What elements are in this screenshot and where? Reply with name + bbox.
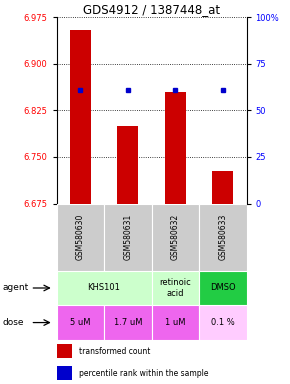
Bar	[57, 366, 72, 381]
Bar	[104, 204, 151, 271]
Bar	[57, 271, 151, 305]
Title: GDS4912 / 1387448_at: GDS4912 / 1387448_at	[83, 3, 220, 16]
Text: dose: dose	[3, 318, 24, 327]
Text: GSM580630: GSM580630	[76, 214, 85, 260]
Bar	[151, 271, 199, 305]
Bar	[212, 171, 233, 204]
Text: GSM580631: GSM580631	[123, 214, 132, 260]
Text: transformed count: transformed count	[79, 347, 151, 356]
Text: DMSO: DMSO	[210, 283, 235, 293]
Bar	[57, 344, 72, 358]
Text: 5 uM: 5 uM	[70, 318, 90, 327]
Bar	[117, 126, 138, 204]
Bar	[57, 305, 104, 340]
Bar	[104, 305, 151, 340]
Bar	[151, 305, 199, 340]
Text: 1 uM: 1 uM	[165, 318, 186, 327]
Text: percentile rank within the sample: percentile rank within the sample	[79, 369, 209, 378]
Text: agent: agent	[3, 283, 29, 293]
Bar	[151, 204, 199, 271]
Text: 1.7 uM: 1.7 uM	[113, 318, 142, 327]
Bar	[165, 92, 186, 204]
Bar	[70, 30, 91, 204]
Text: KHS101: KHS101	[88, 283, 120, 293]
Text: GSM580632: GSM580632	[171, 214, 180, 260]
Bar	[199, 305, 246, 340]
Text: 0.1 %: 0.1 %	[211, 318, 235, 327]
Text: retinoic
acid: retinoic acid	[160, 278, 191, 298]
Text: GSM580633: GSM580633	[218, 214, 227, 260]
Bar	[199, 204, 246, 271]
Bar	[199, 271, 246, 305]
Bar	[57, 204, 104, 271]
